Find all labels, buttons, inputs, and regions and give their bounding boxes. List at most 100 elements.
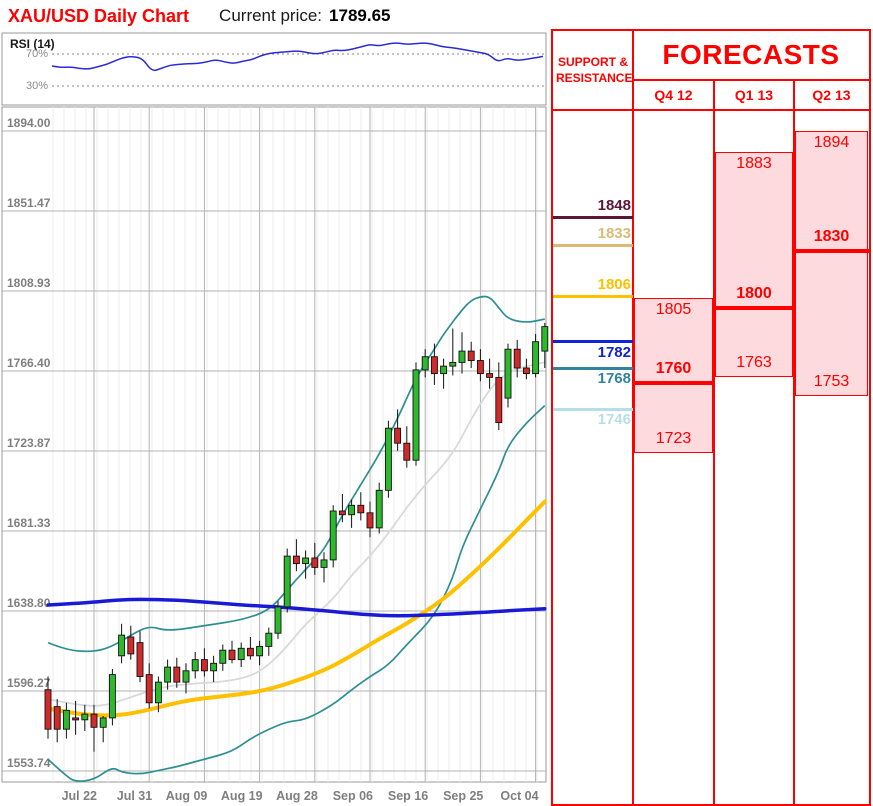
candle-body xyxy=(495,376,503,424)
x-axis-label: Sep 16 xyxy=(388,789,428,803)
candle-body xyxy=(136,642,144,677)
column-header-q2-13: Q2 13 xyxy=(812,87,851,103)
x-axis-label: Aug 09 xyxy=(166,789,208,803)
forecast-low-Q4-12: 1723 xyxy=(655,429,692,447)
sr-level-label-1806: 1806 xyxy=(597,275,631,293)
candle-body xyxy=(237,647,245,661)
candle-body xyxy=(108,674,116,719)
candle-body xyxy=(72,717,80,721)
forecasts-header: FORECASTS xyxy=(662,39,840,70)
divider-forecasts-quarters xyxy=(633,79,869,81)
candle-body xyxy=(522,367,530,375)
sr-level-line-1746 xyxy=(553,407,633,411)
candle-body xyxy=(532,341,540,375)
column-header-q1-13: Q1 13 xyxy=(734,87,774,103)
forecast-mid-Q4-12: 1760 xyxy=(655,360,692,378)
sr-level-line-1806 xyxy=(553,295,633,298)
support-resistance-header: SUPPORT & RESISTANCE xyxy=(553,31,633,109)
sr-level-line-1833 xyxy=(553,244,633,248)
current-price-label: Current price: xyxy=(219,6,323,25)
sr-level-label-1768: 1768 xyxy=(597,370,631,387)
header-bar: XAU/USD Daily Chart Current price: 1789.… xyxy=(8,3,390,29)
support-resistance-title: SUPPORT & RESISTANCE xyxy=(556,54,633,85)
candle-body xyxy=(541,326,549,352)
candle-body xyxy=(366,512,374,529)
forecast-mid-line-Q4-12 xyxy=(633,381,714,386)
candle-body xyxy=(384,427,392,491)
candle-body xyxy=(228,649,236,661)
yellow-moving-average xyxy=(46,499,547,718)
candle-body xyxy=(394,427,402,444)
divider-q1-q2 xyxy=(793,79,795,804)
y-axis-label: 1808.93 xyxy=(7,276,51,290)
candle-body xyxy=(320,559,328,568)
candle-body xyxy=(44,689,52,730)
candle-body xyxy=(210,662,218,672)
current-price-value: 1789.65 xyxy=(329,6,391,25)
forecast-range-box-Q1-13 xyxy=(715,151,793,378)
price-chart-canvas: 1894.00 1851.47 1808.93 1766.40 1723.87 1681.… xyxy=(1,32,549,803)
x-axis-label: Jul 31 xyxy=(117,789,152,803)
candle-body xyxy=(118,634,126,657)
candle-body xyxy=(90,713,98,728)
x-axis-label: Oct 04 xyxy=(500,789,538,803)
candle-body xyxy=(283,555,291,608)
forecast-mid-Q2-13: 1830 xyxy=(813,228,850,246)
candle-body xyxy=(311,557,319,568)
candle-body xyxy=(182,670,190,683)
candle-body xyxy=(265,632,273,647)
divider-sr-forecasts xyxy=(632,31,634,804)
sr-level-label-1833: 1833 xyxy=(597,224,631,242)
candle-body xyxy=(357,504,365,514)
forecast-low-Q2-13: 1753 xyxy=(813,373,850,391)
candle-body xyxy=(219,649,227,664)
x-axis-label: Jul 22 xyxy=(62,789,97,803)
candle-body xyxy=(62,709,70,730)
rsi-panel-frame xyxy=(1,32,547,106)
sr-level-line-1768 xyxy=(553,366,633,370)
forecast-panel: SUPPORT & RESISTANCE FORECASTS Q4 12 Q1 … xyxy=(551,29,871,806)
candle-body xyxy=(421,356,429,371)
bollinger-lower-band xyxy=(47,404,546,782)
candle-body xyxy=(329,510,337,561)
forecast-low-Q1-13: 1763 xyxy=(736,354,772,372)
candle-body xyxy=(99,717,107,728)
bollinger-upper-band xyxy=(47,295,545,653)
y-axis-label: 1723.87 xyxy=(7,436,51,450)
y-axis-label: 1638.80 xyxy=(7,596,51,610)
y-axis-label: 1851.47 xyxy=(7,196,51,210)
candle-body xyxy=(430,356,438,375)
candle-body xyxy=(504,348,512,399)
y-axis-label: 1894.00 xyxy=(7,116,51,130)
candle-body xyxy=(412,369,420,461)
y-axis-label: 1681.33 xyxy=(7,516,51,530)
y-axis-label: 1553.74 xyxy=(7,756,51,770)
forecast-mid-line-Q1-13 xyxy=(714,305,794,310)
chart-title: XAU/USD Daily Chart xyxy=(8,5,190,26)
blue-moving-average xyxy=(46,597,547,618)
candle-body xyxy=(476,360,484,375)
forecast-high-Q1-13: 1883 xyxy=(736,154,772,172)
candle-body xyxy=(449,361,457,367)
rsi-overbought-label: 70% xyxy=(26,48,48,60)
x-axis-label: Sep 06 xyxy=(333,789,373,803)
forecast-high-Q2-13: 1894 xyxy=(813,134,850,151)
forecast-range-box-Q2-13 xyxy=(795,131,868,397)
candle-body xyxy=(173,666,181,683)
divider-q4-q1 xyxy=(713,79,715,804)
x-axis-label: Sep 25 xyxy=(443,789,483,803)
candle-body xyxy=(292,555,300,565)
candle-body xyxy=(403,442,411,461)
forecast-range-box-Q4-12 xyxy=(634,298,713,453)
candle-body xyxy=(53,706,61,730)
column-header-q4-12: Q4 12 xyxy=(654,87,693,103)
candle-body xyxy=(256,645,264,657)
forecast-mid-Q1-13: 1800 xyxy=(736,284,772,302)
candle-body xyxy=(458,350,466,363)
y-axis-label: 1596.27 xyxy=(7,676,51,690)
rsi-oversold-label: 30% xyxy=(26,80,48,92)
x-axis-label: Aug 19 xyxy=(221,789,263,803)
sr-level-label-1782: 1782 xyxy=(597,343,631,361)
candle-body xyxy=(154,681,162,704)
